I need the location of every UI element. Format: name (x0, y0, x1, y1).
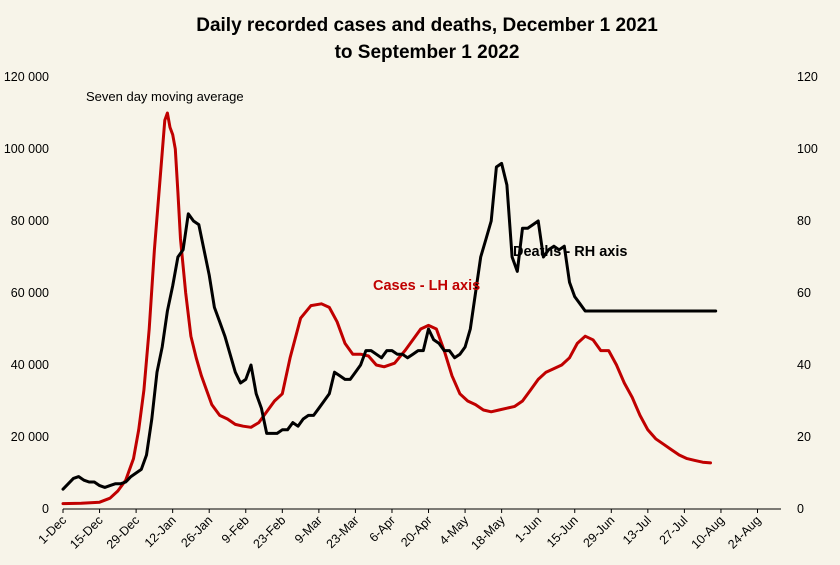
x-tick-label: 1-Dec (36, 513, 69, 546)
y-right-tick-label: 20 (797, 430, 811, 444)
y-left-tick-label: 60 000 (11, 286, 49, 300)
x-tick-label: 29-Jun (580, 513, 617, 550)
cases-line (61, 111, 712, 506)
x-tick-label: 23-Feb (251, 513, 289, 551)
x-tick-label: 15-Dec (67, 513, 105, 551)
chart-title-line-1: Daily recorded cases and deaths, Decembe… (196, 15, 658, 36)
chart-title-line-2: to September 1 2022 (335, 42, 520, 63)
x-tick-label: 15-Jun (544, 513, 581, 550)
x-tick-label: 12-Jan (142, 513, 179, 550)
x-tick-label: 29-Dec (104, 513, 142, 551)
x-tick-label: 23-Mar (324, 513, 362, 551)
x-tick-label: 18-May (468, 513, 508, 553)
series-label-cases: Cases - LH axis (373, 278, 480, 294)
y-right-tick-label: 100 (797, 142, 818, 156)
x-tick-label: 9-Mar (292, 513, 325, 546)
x-tick-label: 1-Jun (512, 513, 544, 545)
x-tick-label: 27-Jul (657, 513, 691, 547)
x-tick-label: 10-Aug (689, 513, 727, 551)
y-left-tick-label: 120 000 (4, 70, 49, 84)
x-tick-label: 26-Jan (178, 513, 215, 550)
x-tick-label: 24-Aug (725, 513, 763, 551)
y-left-tick-label: 100 000 (4, 142, 49, 156)
deaths-line (61, 161, 718, 491)
y-left-tick-label: 0 (42, 502, 49, 516)
series-label-deaths: Deaths - RH axis (513, 244, 627, 260)
series-layer (61, 111, 718, 506)
y-right-tick-label: 120 (797, 70, 818, 84)
x-tick-label: 4-May (437, 513, 472, 548)
x-tick-label: 20-Apr (398, 513, 434, 549)
moving-average-note: Seven day moving average (86, 89, 244, 104)
x-tick-label: 13-Jul (620, 513, 654, 547)
x-tick-label: 9-Feb (219, 513, 252, 546)
x-tick-label: 6-Apr (367, 513, 399, 545)
y-left-tick-label: 40 000 (11, 358, 49, 372)
y-left-tick-label: 80 000 (11, 214, 49, 228)
y-left-tick-label: 20 000 (11, 430, 49, 444)
y-right-tick-label: 0 (797, 502, 804, 516)
y-right-tick-label: 80 (797, 214, 811, 228)
y-right-tick-label: 60 (797, 286, 811, 300)
y-right-tick-label: 40 (797, 358, 811, 372)
